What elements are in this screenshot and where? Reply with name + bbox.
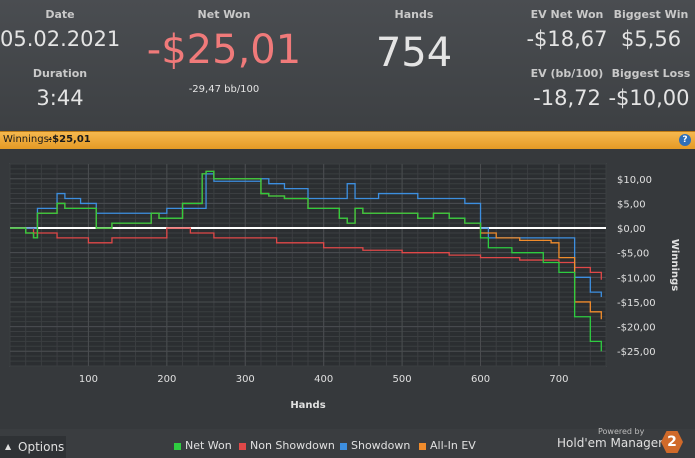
hm2-logo-icon: 2 (661, 431, 683, 453)
y-tick-label: -$20,00 (617, 323, 656, 334)
legend-swatch (340, 442, 347, 450)
biggest-win-label: Biggest Win (613, 8, 689, 21)
x-tick-label: 100 (79, 374, 98, 385)
x-tick-label: 700 (549, 374, 568, 385)
net-won-bb: -29,47 bb/100 (188, 84, 260, 95)
help-icon[interactable]: ? (679, 134, 691, 146)
winnings-label: Winnings: (3, 134, 53, 145)
legend-label: All-In EV (430, 439, 476, 452)
biggest-loss-value: -$10,00 (608, 86, 690, 110)
winnings-chart: $10,00 $5,00 $0,00 -$5,00 -$10,00 -$15,00 -$20… (0, 149, 695, 429)
legend-label: Net Won (185, 439, 232, 452)
x-tick-label: 300 (236, 374, 255, 385)
ev-bb-label: EV (bb/100) (530, 67, 604, 80)
x-tick-label: 200 (157, 374, 176, 385)
winnings-bar: Winnings: -$25,01 ? (0, 131, 695, 149)
options-label: Options (18, 440, 65, 454)
tick-labels: $10,00 $5,00 $0,00 -$5,00 -$10,00 -$15,00 -$20… (79, 175, 656, 385)
y-axis-label: Winnings (669, 239, 680, 291)
ev-net-won-value: -$18,67 (526, 27, 608, 51)
x-tick-label: 400 (314, 374, 333, 385)
legend-swatch (419, 442, 426, 450)
legend-showdown[interactable]: Showdown (340, 439, 410, 452)
ev-net-won-label: EV Net Won (530, 8, 604, 21)
y-tick-label: -$10,00 (617, 273, 656, 284)
net-won-value: -$25,01 (146, 27, 302, 73)
legend-swatch (174, 442, 181, 450)
ev-bb-value: -18,72 (533, 86, 601, 110)
stats-panel: Date 05.02.2021 Duration 3:44 Net Won -$… (0, 0, 695, 131)
series-group (10, 170, 602, 352)
hands-label: Hands (394, 8, 434, 21)
y-tick-label: -$5,00 (617, 249, 649, 260)
brand-name: Hold'em Manager (557, 436, 664, 450)
y-tick-label: -$25,00 (617, 347, 656, 358)
biggest-win-value: $5,56 (620, 27, 682, 51)
legend-label: Non Showdown (250, 439, 335, 452)
y-tick-label: $0,00 (617, 224, 646, 235)
net-won-line (10, 170, 602, 352)
legend-net-won[interactable]: Net Won (174, 439, 232, 452)
hands-value: 754 (375, 30, 453, 76)
caret-up-icon: ▲ (5, 442, 12, 451)
winnings-value: -$25,01 (48, 134, 91, 145)
date-label: Date (45, 8, 75, 21)
grid (9, 163, 607, 367)
biggest-loss-label: Biggest Loss (611, 67, 691, 80)
y-tick-label: -$15,00 (617, 298, 656, 309)
legend-label: Showdown (351, 439, 411, 452)
date-value: 05.02.2021 (0, 27, 121, 51)
x-tick-label: 600 (471, 374, 490, 385)
legend-non-showdown[interactable]: Non Showdown (239, 439, 335, 452)
net-won-label: Net Won (197, 8, 251, 21)
y-tick-label: $5,00 (617, 199, 646, 210)
y-tick-label: $10,00 (617, 175, 652, 186)
legend-swatch (239, 442, 246, 450)
powered-by-text: Powered by (598, 427, 645, 436)
x-tick-label: 500 (393, 374, 412, 385)
legend-allin-ev[interactable]: All-In EV (419, 439, 476, 452)
options-button[interactable]: ▲ Options (0, 436, 66, 458)
duration-label: Duration (32, 67, 88, 80)
x-axis-label: Hands (290, 400, 325, 411)
duration-value: 3:44 (36, 86, 84, 110)
